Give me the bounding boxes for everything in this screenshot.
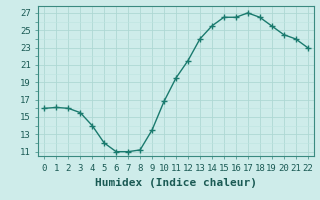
X-axis label: Humidex (Indice chaleur): Humidex (Indice chaleur) bbox=[95, 178, 257, 188]
